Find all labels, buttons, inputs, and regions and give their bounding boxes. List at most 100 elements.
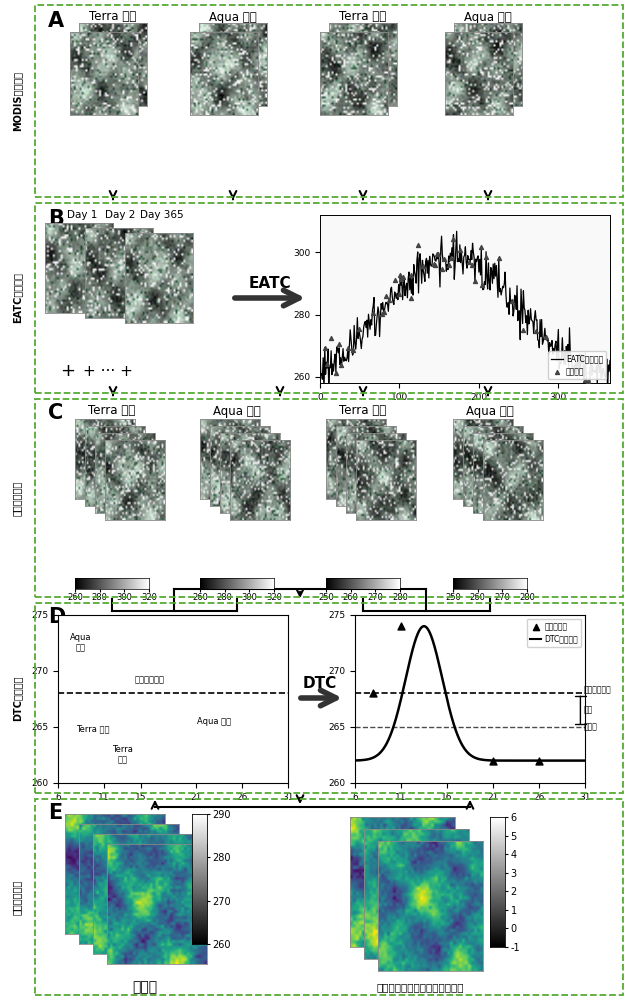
晴空观测	[354, 321, 364, 337]
EATC模型结果	[516, 305, 523, 317]
晴空观测	[566, 349, 576, 365]
晴空观测	[381, 288, 391, 304]
晴空观测	[455, 242, 465, 258]
Text: +: +	[60, 362, 75, 380]
晴空观测	[337, 357, 347, 373]
Text: DTC: DTC	[303, 676, 337, 692]
晴空观测	[585, 363, 595, 379]
晴空观测	[444, 257, 454, 273]
Text: MODIS原始观测: MODIS原始观测	[12, 71, 22, 131]
Text: Aqua
白天: Aqua 白天	[70, 633, 92, 653]
晴空观测	[517, 322, 528, 338]
Text: A: A	[48, 11, 64, 31]
晴空观测	[394, 286, 404, 302]
EATC模型结果	[365, 315, 373, 327]
晴空观测	[430, 257, 440, 273]
Text: B: B	[48, 209, 64, 229]
晴空观测	[531, 323, 541, 339]
Text: E: E	[48, 803, 62, 823]
Text: 日均温: 日均温	[133, 980, 158, 994]
Text: EATC模型示例: EATC模型示例	[12, 273, 22, 323]
晴空观测	[320, 340, 330, 356]
EATC模型结果	[531, 305, 539, 317]
晴空观测	[331, 365, 341, 381]
EATC模型结果	[474, 252, 481, 264]
晴空观测	[322, 356, 332, 372]
Text: Terra 白天: Terra 白天	[77, 725, 110, 734]
晴空观测	[326, 330, 336, 346]
晴空观测	[580, 372, 590, 388]
Text: 四次平均均温: 四次平均均温	[135, 675, 165, 684]
晴空观测	[398, 269, 408, 285]
晴空观测	[396, 271, 406, 287]
晴空观测	[448, 231, 458, 247]
晴空观测	[464, 254, 474, 270]
晴空观测	[418, 258, 428, 274]
晴空观测	[377, 306, 387, 322]
EATC模型结果	[585, 391, 592, 403]
Text: C: C	[48, 403, 63, 423]
晴空观测	[541, 329, 551, 345]
Point	[488, 753, 498, 769]
晴空观测	[584, 389, 594, 405]
晴空观测	[507, 293, 517, 309]
Legend: EATC模型结果, 晴空观测: EATC模型结果, 晴空观测	[548, 351, 606, 379]
晴空观测	[334, 336, 344, 352]
Text: 四次平均均温减去日均温的偏差: 四次平均均温减去日均温的偏差	[376, 982, 463, 992]
晴空观测	[384, 292, 394, 308]
晴空观测	[406, 290, 416, 306]
Text: Terra 夜晚: Terra 夜晚	[339, 10, 387, 23]
Text: DTC模型示例: DTC模型示例	[12, 675, 22, 721]
Text: Terra 白天: Terra 白天	[89, 404, 136, 418]
Text: Day 365: Day 365	[140, 210, 184, 220]
Text: EATC: EATC	[249, 276, 291, 292]
Text: D: D	[48, 607, 65, 627]
晴空观测	[494, 250, 504, 266]
Text: + ··· +: + ··· +	[83, 363, 133, 378]
Text: 偏差: 偏差	[583, 706, 592, 715]
晴空观测	[583, 373, 593, 389]
Point	[369, 685, 379, 701]
晴空观测	[432, 246, 442, 262]
Text: Day 2: Day 2	[105, 210, 135, 220]
晴空观测	[347, 342, 357, 358]
Text: Aqua 白天: Aqua 白天	[209, 10, 257, 23]
Text: Terra 白天: Terra 白天	[89, 10, 137, 23]
Text: 日均温: 日均温	[583, 722, 597, 732]
晴空观测	[389, 272, 399, 288]
晴空观测	[368, 305, 378, 321]
晴空观测	[470, 273, 480, 289]
Text: Terra
夜晚: Terra 夜晚	[112, 745, 133, 765]
晴空观测	[586, 358, 596, 374]
Point	[396, 618, 406, 634]
Text: Aqua 夜晚: Aqua 夜晚	[197, 717, 232, 726]
Text: Aqua 夜晚: Aqua 夜晚	[466, 404, 514, 418]
晴空观测	[446, 250, 456, 266]
Text: Aqua 白天: Aqua 白天	[213, 404, 261, 418]
晴空观测	[433, 246, 443, 262]
晴空观测	[395, 267, 405, 283]
EATC模型结果	[345, 356, 352, 368]
Text: Aqua 夜晚: Aqua 夜晚	[464, 10, 512, 23]
晴空观测	[476, 239, 486, 255]
EATC模型结果	[606, 354, 614, 366]
Legend: 观测输入点, DTC模型结果: 观测输入点, DTC模型结果	[527, 619, 581, 647]
晴空观测	[467, 257, 477, 273]
Point	[534, 753, 544, 769]
晴空观测	[439, 251, 449, 267]
Text: 四次平均均温: 四次平均均温	[583, 686, 611, 695]
Text: Terra 夜晚: Terra 夜晚	[339, 404, 387, 418]
EATC模型结果	[317, 345, 324, 357]
EATC模型结果	[376, 331, 383, 343]
Line: EATC模型结果: EATC模型结果	[320, 231, 610, 397]
Text: Day 1: Day 1	[67, 210, 97, 220]
晴空观测	[477, 277, 487, 293]
晴空观测	[406, 267, 416, 283]
Text: 最终输出产品: 最终输出产品	[12, 879, 22, 915]
晴空观测	[343, 340, 353, 356]
晴空观测	[413, 237, 423, 253]
晴空观测	[430, 256, 440, 272]
晴空观测	[379, 304, 389, 320]
EATC模型结果	[453, 225, 460, 237]
晴空观测	[437, 261, 447, 277]
